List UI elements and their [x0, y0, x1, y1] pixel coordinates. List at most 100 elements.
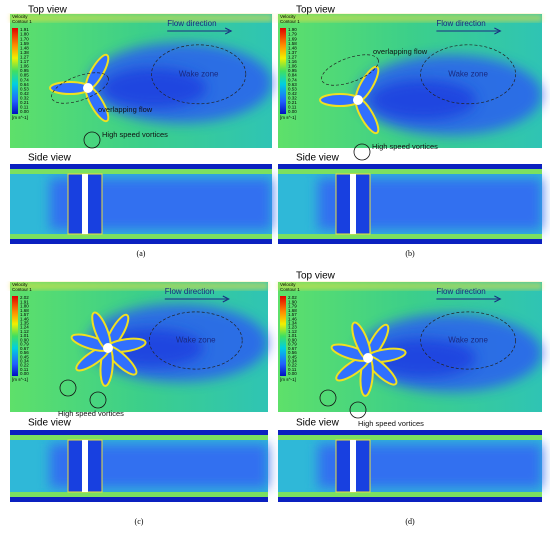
wake-region-core — [370, 79, 477, 121]
overlapping-flow-label: overlapping flow — [373, 47, 428, 56]
colorbar-tick-label: 1.57 — [20, 312, 29, 317]
colorbar-tick-label: 1.70 — [20, 36, 29, 41]
colorbar-tick-label: 1.27 — [20, 55, 29, 60]
vortex-circle — [319, 389, 337, 407]
colorbar-tick-label: 1.17 — [20, 59, 29, 64]
colorbar-tick-label: 0.79 — [20, 342, 29, 347]
colorbar-tick-label: 1.69 — [288, 36, 297, 41]
wake-zone-label: Wake zone — [176, 336, 216, 345]
legend-title: Contour 1 — [280, 19, 300, 24]
colorbar-tick-label: 0.22 — [288, 363, 297, 368]
colorbar-tick-label: 1.16 — [288, 59, 297, 64]
hub — [103, 343, 113, 353]
colorbar-unit: [m s^-1] — [12, 377, 28, 382]
hub — [363, 353, 373, 363]
colorbar-tick-label: 0.74 — [20, 77, 29, 82]
side-band-top — [278, 435, 542, 440]
colorbar-tick-label: 0.00 — [288, 109, 297, 114]
colorbar-tick-label: 1.27 — [288, 55, 297, 60]
side-band-bottom — [278, 492, 542, 497]
colorbar-tick-label: 0.32 — [20, 96, 29, 101]
vortex-circle — [353, 143, 371, 161]
side-view-title: Side view — [28, 418, 72, 429]
edge-band — [278, 14, 542, 22]
wake-outline — [420, 311, 516, 370]
turbine-shaft — [82, 174, 88, 234]
side-view-title: Side view — [296, 153, 340, 164]
colorbar-tick-label: 0.85 — [20, 73, 29, 78]
colorbar-tick-label: 1.57 — [288, 312, 297, 317]
colorbar-tick-label: 1.59 — [20, 41, 29, 46]
colorbar-tick-label: 1.35 — [20, 321, 29, 326]
colorbar-tick-label: 0.45 — [20, 354, 29, 359]
colorbar-tick-label: 1.01 — [20, 333, 29, 338]
colorbar-tick-label: 1.38 — [20, 50, 29, 55]
colorbar-tick-label: 1.06 — [20, 64, 29, 69]
colorbar-tick-label: 0.11 — [288, 367, 297, 372]
colorbar-tick-label: 1.46 — [20, 316, 29, 321]
colorbar-tick-label: 2.02 — [20, 295, 29, 300]
colorbar-tick-label: 0.21 — [288, 100, 297, 105]
colorbar-tick-label: 0.34 — [288, 359, 297, 364]
hub — [83, 83, 93, 93]
edge-band — [10, 282, 268, 290]
legend-title: Velocity — [280, 282, 296, 287]
colorbar-tick-label: 0.84 — [288, 73, 297, 78]
flow-direction-label: Flow direction — [436, 287, 485, 296]
vortex-circle — [349, 401, 367, 419]
colorbar-tick-label: 0.63 — [288, 82, 297, 87]
side-view-title: Side view — [28, 153, 72, 164]
colorbar-tick-label: 1.79 — [288, 304, 297, 309]
colorbar-tick-label: 0.00 — [288, 371, 297, 376]
colorbar-tick-label: 0.42 — [20, 91, 29, 96]
colorbar-tick-label: 0.90 — [288, 337, 297, 342]
colorbar-tick-label: 1.80 — [20, 32, 29, 37]
side-band-top — [10, 435, 268, 440]
side-edge-bottom — [278, 497, 542, 502]
side-edge-top — [10, 430, 268, 435]
colorbar-tick-label: 1.24 — [20, 325, 29, 330]
colorbar-tick-label: 0.67 — [20, 346, 29, 351]
panel-label: (b) — [405, 249, 415, 258]
overlapping-flow-label: overlapping flow — [98, 105, 153, 114]
turbine-shaft — [350, 440, 356, 492]
colorbar-unit: [m s^-1] — [280, 377, 296, 382]
wake-region-core — [101, 67, 207, 109]
wake-zone-label: Wake zone — [448, 336, 488, 345]
colorbar-unit: [m s^-1] — [12, 115, 28, 120]
colorbar-tick-label: 1.90 — [288, 27, 297, 32]
colorbar-tick-label: 0.90 — [20, 337, 29, 342]
side-band-bottom — [278, 234, 542, 239]
colorbar-tick-label: 1.58 — [288, 41, 297, 46]
side-edge-bottom — [10, 239, 272, 244]
colorbar-unit: [m s^-1] — [280, 115, 296, 120]
colorbar-tick-label: 0.00 — [20, 109, 29, 114]
wake-outline — [420, 44, 516, 105]
colorbar-tick-label: 0.45 — [288, 354, 297, 359]
high-speed-vortices-label: High speed vortices — [102, 130, 168, 139]
colorbar-tick-label: 1.79 — [288, 32, 297, 37]
colorbar-tick-label: 0.42 — [288, 91, 297, 96]
colorbar-tick-label: 1.48 — [288, 45, 297, 50]
wake-zone-label: Wake zone — [179, 69, 219, 78]
legend-title: Velocity — [280, 14, 296, 19]
colorbar-tick-label: 1.01 — [288, 333, 297, 338]
turbine-shaft — [350, 174, 356, 234]
legend-title: Velocity — [12, 14, 28, 19]
colorbar — [280, 296, 286, 376]
colorbar-tick-label: 2.02 — [288, 295, 297, 300]
flow-arrow-head — [494, 295, 502, 303]
colorbar-tick-label: 1.91 — [20, 299, 29, 304]
vortex-circle — [83, 131, 101, 149]
colorbar-tick-label: 1.23 — [288, 325, 297, 330]
colorbar-tick-label: 0.74 — [288, 77, 297, 82]
side-edge-bottom — [10, 497, 268, 502]
edge-band — [10, 14, 272, 22]
legend-title: Contour 1 — [280, 287, 300, 292]
panel-label: (d) — [405, 517, 415, 526]
colorbar-tick-label: 0.21 — [20, 100, 29, 105]
side-band-bottom — [10, 234, 272, 239]
colorbar-tick-label: 1.12 — [288, 329, 297, 334]
